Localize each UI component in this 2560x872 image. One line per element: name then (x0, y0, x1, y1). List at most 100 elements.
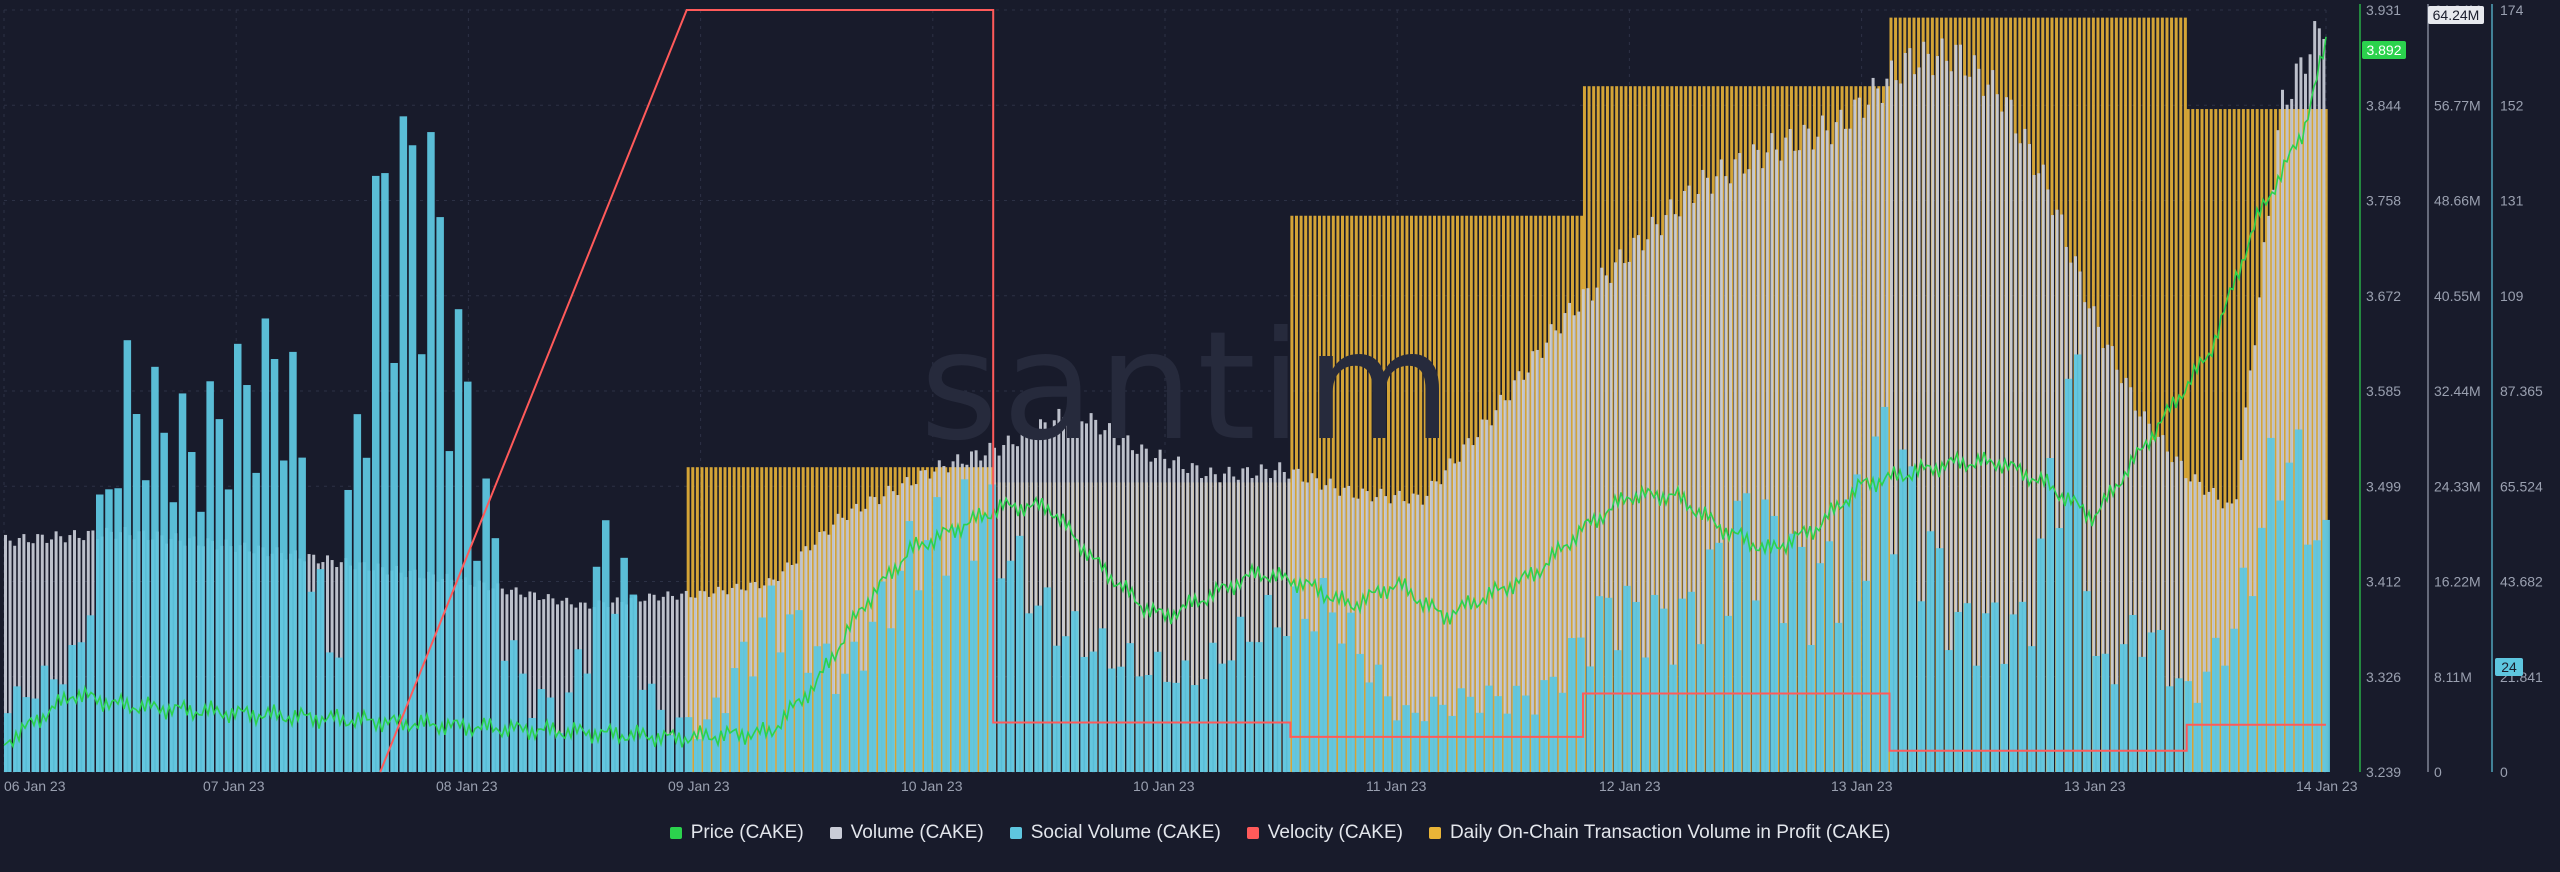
social-volume-bar (1209, 642, 1217, 772)
volume-bar (2193, 474, 2197, 772)
volume-bar (1388, 503, 1392, 772)
social-volume-bar (1457, 688, 1466, 772)
social-volume-bar (1319, 577, 1328, 772)
social-volume-bar (252, 472, 260, 772)
legend-item[interactable]: Velocity (CAKE) (1246, 822, 1403, 844)
social-volume-bar (2239, 567, 2248, 772)
volume-bar (1167, 468, 1171, 772)
profit-bar (843, 467, 847, 772)
volume-bar (648, 593, 651, 772)
profit-bar (852, 467, 856, 772)
price-badge: 3.892 (2362, 41, 2406, 59)
profit-bar (755, 467, 759, 772)
volume-bar (2110, 346, 2114, 772)
profit-bar (2142, 17, 2146, 773)
social-volume-bar (2101, 653, 2110, 772)
axis-tick-label: 109 (2500, 288, 2524, 304)
volume-bar (2248, 370, 2252, 772)
volume-bar (1034, 433, 1038, 772)
social-volume-bar (1034, 605, 1042, 772)
volume-bar (1200, 478, 1203, 772)
volume-bar (2253, 345, 2257, 772)
profit-bar (2170, 17, 2174, 773)
profit-bar (774, 467, 778, 772)
volume-bar (1117, 445, 1121, 772)
social-volume-bar (2276, 500, 2284, 772)
legend-item[interactable]: Social Volume (CAKE) (1009, 822, 1221, 844)
volume-bar (1908, 48, 1912, 773)
axis-tick-label: 8.11M (2434, 669, 2472, 685)
social-volume-bar (1862, 580, 1870, 772)
social-volume-bar (2267, 437, 2275, 772)
volume-bar (1503, 400, 1507, 772)
legend-swatch (1428, 827, 1441, 839)
profit-bar (746, 467, 750, 772)
social-volume-bar (289, 351, 297, 772)
profit-bar (1437, 215, 1441, 773)
volume-bar (1595, 287, 1599, 772)
profit-bar (1432, 215, 1436, 773)
volume-bar (2308, 54, 2312, 772)
profit-bar (2214, 109, 2218, 772)
social-volume-bar (270, 359, 279, 772)
social-volume-bar (510, 640, 518, 772)
x-tick-label: 06 Jan 23 (4, 778, 66, 794)
social-volume-bar (1282, 636, 1291, 772)
volume-bar (855, 503, 858, 772)
volume-bar (1489, 425, 1493, 772)
social-volume-bar (1522, 695, 1530, 772)
volume-bar (1361, 488, 1364, 772)
profit-bar (2246, 109, 2250, 772)
profit-bar (889, 467, 893, 772)
profit-bar (2133, 17, 2137, 773)
volume-bar (1857, 97, 1861, 773)
volume-bar (2055, 209, 2059, 772)
social-volume-bar (1669, 664, 1677, 772)
volume-bar (2097, 326, 2100, 772)
volume-bar (1108, 423, 1111, 772)
social-volume-bar (1558, 692, 1567, 772)
profit-bar (2301, 109, 2305, 772)
social-volume-bar (206, 381, 214, 772)
social-volume-bar (2074, 354, 2082, 772)
volume-bar (2322, 38, 2326, 772)
legend-item[interactable]: Volume (CAKE) (829, 822, 984, 844)
volume-bar (1581, 289, 1585, 772)
social-volume-bar (1568, 637, 1576, 772)
volume-bar (2106, 344, 2110, 772)
profit-bar (2283, 109, 2287, 772)
social-volume-bar (381, 173, 389, 772)
profit-bar (930, 467, 934, 772)
volume-bar (1830, 144, 1834, 773)
social-volume-bar (1135, 676, 1144, 772)
social-volume-bar (1696, 644, 1705, 772)
axis-tick-label: 0 (2500, 764, 2508, 780)
legend-item[interactable]: Daily On-Chain Transaction Volume in Pro… (1428, 822, 1890, 844)
legend-item[interactable]: Price (CAKE) (669, 822, 804, 844)
social-volume-bar (1466, 696, 1475, 772)
social-volume-bar (887, 628, 895, 772)
social-volume-bar (951, 527, 960, 772)
volume-bar (2221, 508, 2225, 772)
volume-bar (4, 534, 7, 772)
social-volume-bar (1880, 406, 1889, 772)
profit-bar (2237, 109, 2241, 772)
price-axis: 3.931 3.844 3.758 3.672 3.585 3.499 3.412 3.326… (2359, 2, 2401, 780)
volume-bar (2000, 111, 2004, 773)
volume-bar (1462, 444, 1466, 772)
social-volume-bar (1917, 601, 1926, 772)
social-volume-bar (2055, 528, 2064, 772)
profit-bar (2232, 109, 2236, 772)
x-tick-label: 10 Jan 23 (901, 778, 963, 794)
social-volume-bar (1650, 594, 1659, 772)
profit-bar (2264, 109, 2268, 772)
social-volume-bar (795, 610, 803, 772)
social-volume-bar (2258, 527, 2266, 772)
volume-bar (2152, 439, 2156, 772)
social-volume-bar (1236, 616, 1245, 772)
volume-bar (1466, 438, 1470, 772)
profit-bar (1501, 215, 1505, 773)
social-volume-bar (1098, 628, 1107, 772)
